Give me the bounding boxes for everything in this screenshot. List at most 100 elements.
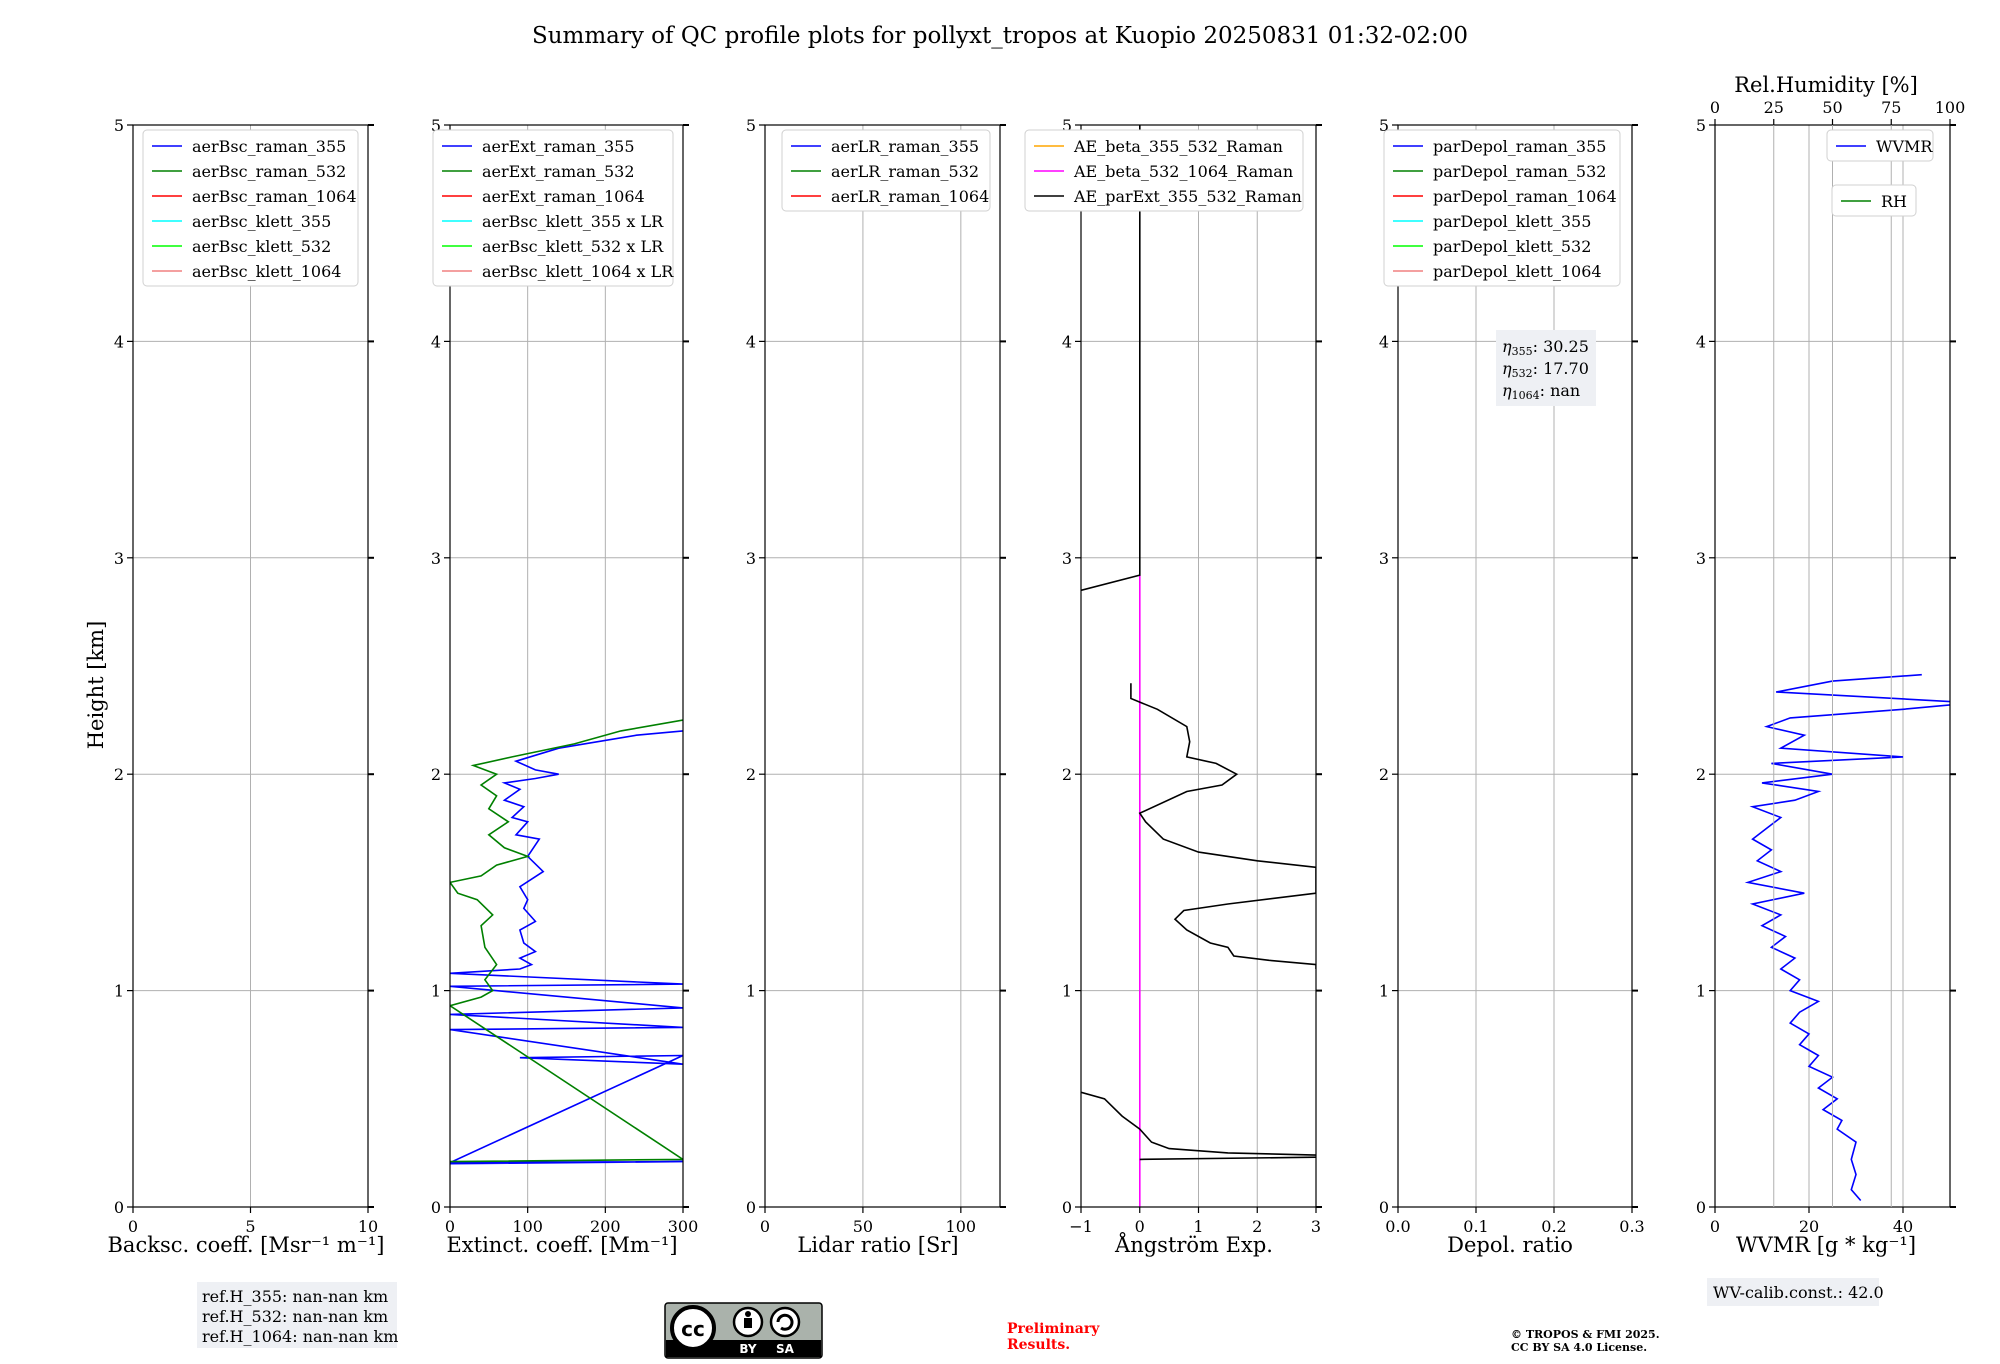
rh-top-label: Rel.Humidity [%] bbox=[1734, 73, 1918, 97]
x-tick-label: 0 bbox=[760, 1217, 770, 1236]
y-tick-label: 0 bbox=[1379, 1198, 1389, 1217]
backscatter-panel: 0 5 10 0 1 2 3 4 5 bbox=[114, 116, 378, 1236]
y-tick-label: 4 bbox=[1062, 332, 1072, 351]
ae-legend: AE_beta_355_532_Raman AE_beta_532_1064_R… bbox=[1024, 129, 1304, 212]
legend-label: AE_beta_532_1064_Raman bbox=[1073, 162, 1293, 181]
bsc-xlabel: Backsc. coeff. [Msr⁻¹ m⁻¹] bbox=[108, 1233, 385, 1257]
wvmr-legend: WVMR bbox=[1826, 129, 1934, 162]
x-tick-label: 0 bbox=[1710, 1217, 1720, 1236]
y-tick-label: 2 bbox=[114, 765, 124, 784]
series-line-aerext-raman-355 bbox=[450, 730, 683, 1165]
by-icon-head bbox=[745, 1311, 751, 1317]
y-tick-label: 1 bbox=[746, 982, 756, 1001]
ref-h-355: ref.H_355: nan-nan km bbox=[202, 1287, 388, 1306]
y-tick-label: 5 bbox=[114, 116, 124, 135]
x-tick-label: 10 bbox=[358, 1217, 378, 1236]
x-tick-label: 0.1 bbox=[1463, 1217, 1488, 1236]
figure-title: Summary of QC profile plots for pollyxt_… bbox=[532, 23, 1468, 49]
y-tick-label: 5 bbox=[746, 116, 756, 135]
wv-calib-box: WV-calib.const.: 42.0 bbox=[1707, 1278, 1884, 1306]
y-tick-label: 1 bbox=[1379, 982, 1389, 1001]
top-x-tick-label: 75 bbox=[1881, 98, 1901, 117]
cc-by-label: BY bbox=[739, 1342, 756, 1356]
legend-label: aerBsc_raman_355 bbox=[192, 137, 346, 156]
x-tick-label: 2 bbox=[1252, 1217, 1262, 1236]
y-tick-label: 1 bbox=[431, 982, 441, 1001]
by-icon-body bbox=[744, 1318, 752, 1328]
ext-xlabel: Extinct. coeff. [Mm⁻¹] bbox=[446, 1233, 677, 1257]
lr-xlabel: Lidar ratio [Sr] bbox=[797, 1233, 958, 1257]
x-tick-label: 100 bbox=[512, 1217, 543, 1236]
legend-label: parDepol_klett_1064 bbox=[1433, 262, 1602, 281]
series-line-wvmr bbox=[1744, 673, 1950, 1202]
y-tick-label: 0 bbox=[1062, 1198, 1072, 1217]
x-tick-label: −1 bbox=[1069, 1217, 1093, 1236]
legend-label: parDepol_klett_355 bbox=[1433, 212, 1591, 231]
y-tick-label: 2 bbox=[746, 765, 756, 784]
y-tick-label: 5 bbox=[1696, 116, 1706, 135]
y-tick-label: 3 bbox=[431, 549, 441, 568]
x-tick-label: 3 bbox=[1311, 1217, 1321, 1236]
eta-info-box: η355: 30.25 η532: 17.70 η1064: nan bbox=[1496, 330, 1596, 406]
extinction-panel: 0 100 200 300 0 1 2 3 4 5 bbox=[431, 116, 698, 1236]
copyright-line-2: CC BY SA 4.0 License. bbox=[1511, 1341, 1647, 1354]
y-tick-label: 2 bbox=[1696, 765, 1706, 784]
x-tick-label: 1 bbox=[1193, 1217, 1203, 1236]
dep-legend: parDepol_raman_355 parDepol_raman_532 pa… bbox=[1383, 129, 1621, 287]
legend-label: aerLR_raman_355 bbox=[831, 137, 979, 156]
cc-sa-label: SA bbox=[776, 1342, 795, 1356]
series-line-ae-parext-355-532-raman bbox=[1081, 125, 1141, 592]
eta-355: η355: 30.25 bbox=[1502, 337, 1589, 358]
y-tick-label: 5 bbox=[1379, 116, 1389, 135]
legend-label: aerBsc_raman_1064 bbox=[192, 187, 357, 206]
series-group bbox=[1081, 125, 1316, 1207]
legend-label: aerBsc_klett_355 x LR bbox=[482, 212, 664, 231]
y-tick-label: 5 bbox=[1062, 116, 1072, 135]
x-tick-label: 100 bbox=[946, 1217, 977, 1236]
legend-label: parDepol_raman_532 bbox=[1433, 162, 1606, 181]
y-tick-label: 2 bbox=[1379, 765, 1389, 784]
cc-by-sa-badge: cc BY SA bbox=[664, 1302, 823, 1359]
axes-frame bbox=[1397, 124, 1633, 1208]
series-line-ae-parext-355-532-raman-lower bbox=[1081, 1091, 1316, 1156]
series-line-ae-parext-355-532-raman-middle bbox=[1130, 683, 1316, 969]
legend-label: aerExt_raman_1064 bbox=[482, 187, 645, 206]
wv-xlabel: WVMR [g * kg⁻¹] bbox=[1736, 1233, 1916, 1257]
y-tick-label: 1 bbox=[114, 982, 124, 1001]
y-tick-label: 2 bbox=[1062, 765, 1072, 784]
y-tick-label: 4 bbox=[1379, 332, 1389, 351]
y-tick-label: 3 bbox=[1062, 549, 1072, 568]
series-group bbox=[1744, 673, 1950, 1202]
ext-legend: aerExt_raman_355 aerExt_raman_532 aerExt… bbox=[432, 129, 674, 287]
eta-1064: η1064: nan bbox=[1502, 381, 1580, 402]
sa-icon bbox=[769, 1306, 801, 1338]
copyright-line-1: © TROPOS & FMI 2025. bbox=[1511, 1328, 1660, 1341]
x-tick-label: 5 bbox=[245, 1217, 255, 1236]
y-tick-label: 0 bbox=[431, 1198, 441, 1217]
preliminary-line-2: Results. bbox=[1007, 1337, 1070, 1353]
bsc-legend: aerBsc_raman_355 aerBsc_raman_532 aerBsc… bbox=[142, 129, 359, 287]
legend-label: aerBsc_klett_1064 bbox=[192, 262, 341, 281]
legend-label: aerLR_raman_1064 bbox=[831, 187, 989, 206]
reference-height-box: ref.H_355: nan-nan km ref.H_532: nan-nan… bbox=[197, 1282, 398, 1348]
ref-h-1064: ref.H_1064: nan-nan km bbox=[202, 1327, 398, 1346]
series-line-ae-parext-355-532-raman-floor bbox=[1139, 1156, 1316, 1161]
legend-label: parDepol_raman_1064 bbox=[1433, 187, 1617, 206]
series-group bbox=[450, 719, 683, 1165]
legend-label: parDepol_klett_532 bbox=[1433, 237, 1591, 256]
legend-label: aerBsc_raman_532 bbox=[192, 162, 346, 181]
sa-icon-arrow bbox=[776, 1313, 794, 1331]
y-tick-label: 4 bbox=[746, 332, 756, 351]
top-x-tick-label: 25 bbox=[1764, 98, 1784, 117]
y-tick-label: 3 bbox=[1696, 549, 1706, 568]
legend-label: parDepol_raman_355 bbox=[1433, 137, 1606, 156]
y-tick-label: 4 bbox=[431, 332, 441, 351]
x-tick-label: 0.0 bbox=[1385, 1217, 1410, 1236]
wv-calib-const: WV-calib.const.: 42.0 bbox=[1713, 1283, 1884, 1302]
x-tick-label: 0 bbox=[1135, 1217, 1145, 1236]
cc-icon-text: cc bbox=[681, 1317, 705, 1341]
y-tick-label: 1 bbox=[1062, 982, 1072, 1001]
series-line-aerext-raman-532 bbox=[450, 719, 683, 1163]
x-tick-label: 0.2 bbox=[1541, 1217, 1566, 1236]
